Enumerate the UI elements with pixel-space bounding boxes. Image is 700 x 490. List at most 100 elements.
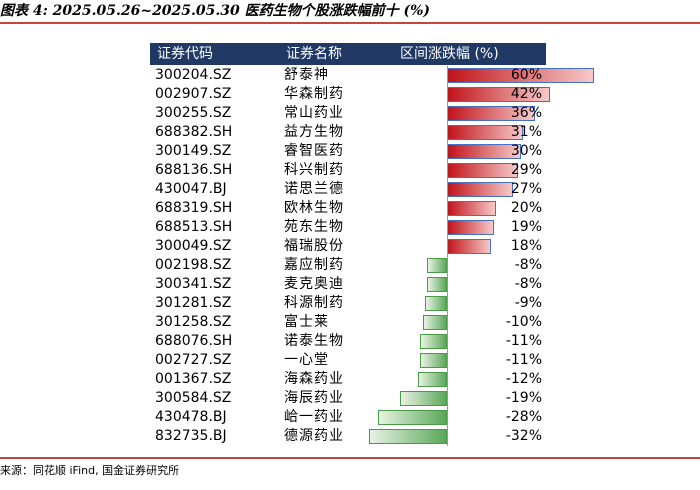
table-row: 001367.SZ 海森药业 -12% (150, 370, 546, 389)
table-row: 688076.SH 诺泰生物 -11% (150, 332, 546, 351)
stock-name: 华森制药 (284, 86, 344, 102)
table-row: 301258.SZ 富士莱 -10% (150, 313, 546, 332)
change-value: 18% (510, 238, 542, 254)
stock-name: 舒泰神 (284, 67, 329, 83)
stock-name: 福瑞股份 (284, 238, 344, 254)
table-row: 430047.BJ 诺思兰德 27% (150, 180, 546, 199)
table-row: 301281.SZ 科源制药 -9% (150, 294, 546, 313)
stock-code: 430047.BJ (155, 181, 227, 197)
stock-code: 002727.SZ (155, 352, 232, 368)
change-value: -32% (505, 428, 542, 444)
zero-axis (447, 66, 448, 446)
stock-code: 001367.SZ (155, 371, 232, 387)
stock-name: 峆一药业 (284, 409, 344, 425)
stock-name: 德源药业 (284, 428, 344, 444)
footer-rule (0, 457, 700, 459)
change-value: 20% (510, 200, 542, 216)
gain-bar (447, 163, 519, 178)
change-value: -11% (505, 352, 542, 368)
table-row: 688136.SH 科兴制药 29% (150, 161, 546, 180)
stock-code: 688076.SH (155, 333, 233, 349)
change-value: -10% (505, 314, 542, 330)
loss-bar (424, 296, 447, 311)
change-value: 19% (510, 219, 542, 235)
change-value: 60% (510, 67, 542, 83)
table-body: 300204.SZ 舒泰神 60% 002907.SZ 华森制药 42% 300255.SZ… (150, 66, 594, 446)
table-row: 002727.SZ 一心堂 -11% (150, 351, 546, 370)
stock-code: 300049.SZ (155, 238, 232, 254)
stock-code: 300584.SZ (155, 390, 232, 406)
stock-name: 诺泰生物 (284, 333, 344, 349)
table-row: 300204.SZ 舒泰神 60% (150, 66, 594, 85)
stock-name: 一心堂 (284, 352, 329, 368)
table-row: 300049.SZ 福瑞股份 18% (150, 237, 546, 256)
stock-code: 300341.SZ (155, 276, 232, 292)
gain-bar (447, 144, 521, 159)
table-row: 688382.SH 益方生物 31% (150, 123, 546, 142)
gain-bar (447, 239, 492, 254)
source-note: 来源：同花顺 iFind, 国金证券研究所 (0, 464, 180, 477)
stock-code: 832735.BJ (155, 428, 227, 444)
loss-bar (400, 391, 447, 406)
stock-code: 002198.SZ (155, 257, 232, 273)
table-row: 300584.SZ 海辰药业 -19% (150, 389, 546, 408)
change-value: -8% (514, 276, 542, 292)
change-value: -19% (505, 390, 542, 406)
loss-bar (427, 258, 447, 273)
table-row: 688319.SH 欧林生物 20% (150, 199, 546, 218)
stock-name: 科兴制药 (284, 162, 344, 178)
stock-code: 688513.SH (155, 219, 233, 235)
table-row: 002907.SZ 华森制药 42% (150, 85, 550, 104)
change-value: 36% (510, 105, 542, 121)
table-row: 002198.SZ 嘉应制药 -8% (150, 256, 546, 275)
loss-bar (427, 277, 447, 292)
stock-name: 益方生物 (284, 124, 344, 140)
change-value: -9% (514, 295, 542, 311)
table-row: 300341.SZ 麦克奥迪 -8% (150, 275, 546, 294)
stock-code: 301258.SZ (155, 314, 232, 330)
stock-name: 海森药业 (284, 371, 344, 387)
header-name: 证券名称 (286, 46, 342, 62)
table-row: 300255.SZ 常山药业 36% (150, 104, 546, 123)
stock-code: 688319.SH (155, 200, 233, 216)
loss-bar (417, 372, 447, 387)
stock-name: 苑东生物 (284, 219, 344, 235)
stock-name: 科源制药 (284, 295, 344, 311)
title-rule (0, 22, 700, 24)
loss-bar (422, 315, 447, 330)
change-value: 42% (510, 86, 542, 102)
stock-name: 诺思兰德 (284, 181, 344, 197)
figure-title: 图表 4: 2025.05.26~2025.05.30 医药生物个股涨跌幅前十 … (0, 3, 431, 19)
stock-code: 300149.SZ (155, 143, 232, 159)
stock-code: 688382.SH (155, 124, 233, 140)
change-value: -28% (505, 409, 542, 425)
table-header: 证券代码 证券名称 区间涨跌幅 (%) (150, 43, 546, 65)
stock-code: 430478.BJ (155, 409, 227, 425)
change-value: -8% (514, 257, 542, 273)
change-value: 27% (510, 181, 542, 197)
gain-bar (447, 201, 496, 216)
header-code: 证券代码 (157, 46, 213, 62)
loss-bar (368, 429, 447, 444)
gain-bar (447, 182, 514, 197)
table-row: 832735.BJ 德源药业 -32% (150, 427, 546, 446)
stock-name: 富士莱 (284, 314, 329, 330)
loss-bar (420, 353, 447, 368)
stock-code: 002907.SZ (155, 86, 232, 102)
stock-code: 688136.SH (155, 162, 233, 178)
stock-name: 常山药业 (284, 105, 344, 121)
stock-name: 欧林生物 (284, 200, 344, 216)
stock-code: 301281.SZ (155, 295, 232, 311)
stock-name: 麦克奥迪 (284, 276, 344, 292)
change-value: 29% (510, 162, 542, 178)
stock-name: 睿智医药 (284, 143, 344, 159)
stock-code: 300204.SZ (155, 67, 232, 83)
change-value: -12% (505, 371, 542, 387)
table-row: 430478.BJ 峆一药业 -28% (150, 408, 546, 427)
loss-bar (420, 334, 447, 349)
change-value: 31% (510, 124, 542, 140)
loss-bar (378, 410, 447, 425)
change-value: 30% (510, 143, 542, 159)
header-change: 区间涨跌幅 (%) (400, 46, 499, 62)
change-value: -11% (505, 333, 542, 349)
